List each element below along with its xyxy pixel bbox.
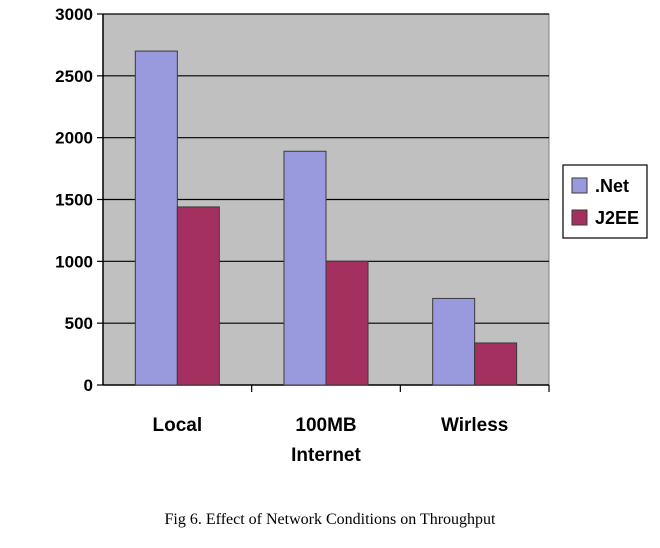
legend-box: [562, 164, 648, 239]
legend-label: J2EE: [595, 208, 639, 228]
y-tick-label: 1500: [55, 191, 93, 210]
x-category-label: 100MB: [295, 415, 356, 436]
bar-chart: 0 500 1000 1500 2000 2500 3000 Local 100MB Intern…: [55, 5, 648, 466]
bar-dotnet: [283, 150, 327, 386]
bar-dotnet: [134, 50, 178, 386]
y-tick-label: 2500: [55, 67, 93, 86]
bar-j2ee: [176, 206, 220, 386]
figure-caption: Fig 6. Effect of Network Conditions on T…: [164, 511, 496, 528]
x-category-label: Internet: [291, 445, 361, 466]
y-tick-label: 3000: [55, 5, 93, 24]
legend-swatch: [571, 177, 588, 194]
bar-j2ee: [325, 260, 369, 386]
legend-swatch: [571, 209, 588, 226]
y-tick-label: 1000: [55, 252, 93, 271]
x-category-label: Local: [153, 415, 203, 436]
y-tick-label: 0: [84, 376, 93, 395]
y-tick-label: 2000: [55, 129, 93, 148]
y-tick-label: 500: [65, 314, 93, 333]
bar-j2ee: [474, 342, 518, 386]
bar-dotnet: [432, 297, 476, 386]
legend-label: .Net: [595, 176, 629, 196]
x-category-label: Wirless: [441, 415, 508, 436]
